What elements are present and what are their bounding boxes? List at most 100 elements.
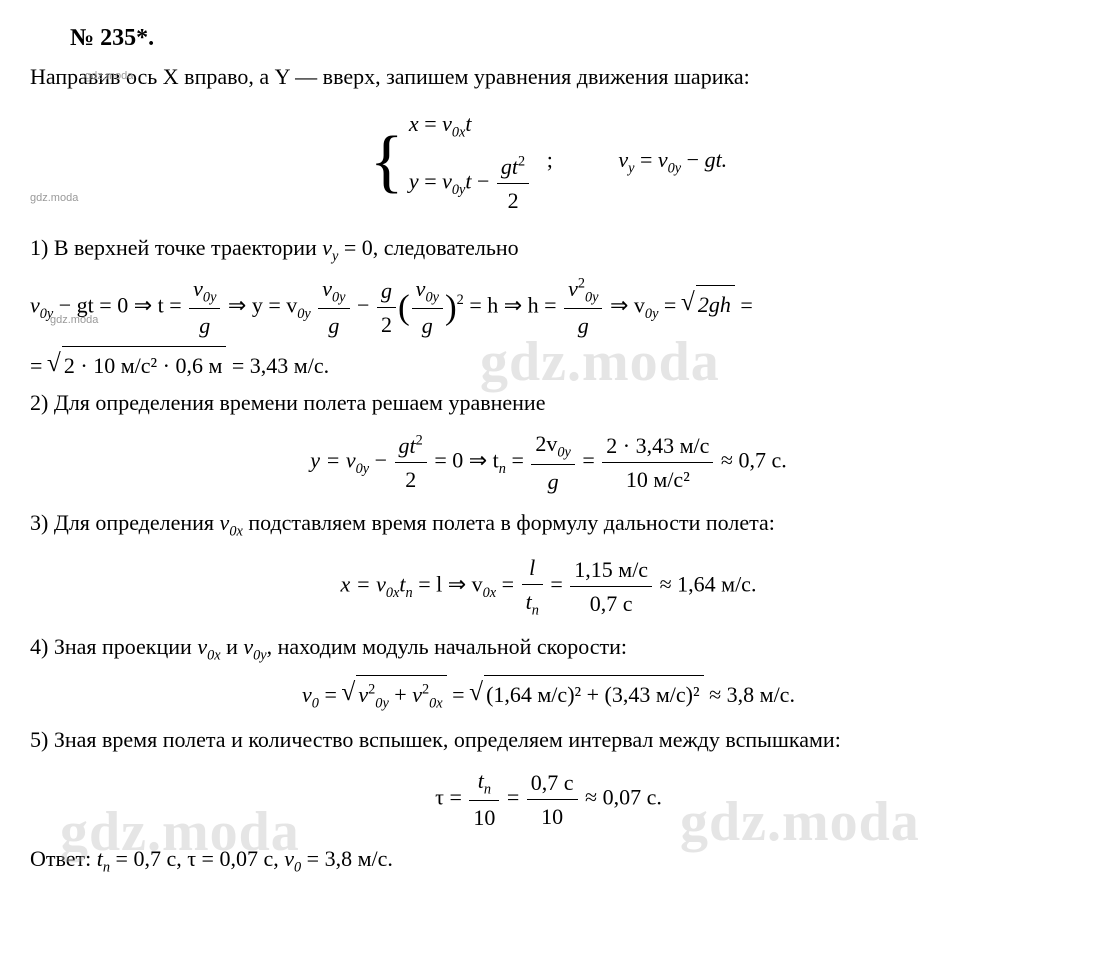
eq-sub: 0y: [40, 306, 54, 322]
eq-var: 0,7 с: [527, 766, 578, 800]
eq-var: x: [409, 111, 419, 136]
text: −: [352, 292, 375, 317]
text: = 0 ⇒ t: [429, 448, 499, 473]
text: =: [545, 572, 568, 597]
eq-sub: 0x: [229, 524, 243, 540]
eq-sub: 0y: [585, 289, 599, 305]
eq-var: 2 · 10 м/с² · 0,6 м: [62, 346, 226, 382]
text: подставляем время полета в формулу дальн…: [243, 510, 775, 535]
eq-var: v: [568, 276, 578, 301]
text: = 3,8 м/с.: [301, 846, 393, 871]
eq-var: v: [412, 682, 422, 707]
chain1-line2: = 2 · 10 м/с² · 0,6 м = 3,43 м/с.: [30, 346, 1067, 382]
eq-var: v: [358, 682, 368, 707]
text: −: [369, 448, 392, 473]
text: , находим модуль начальной скорости:: [267, 634, 627, 659]
eq-var: y = v: [310, 448, 355, 473]
eq-sub: 0y: [645, 306, 659, 322]
eq-var: 2 · 3,43 м/с: [602, 429, 713, 463]
text: ≈ 0,07 с.: [580, 784, 662, 809]
eq-var: v: [243, 634, 253, 659]
eq-var: l: [522, 551, 543, 585]
eq-sup: 2: [518, 154, 525, 170]
eq-var: 10: [469, 801, 499, 834]
eq-var: 2: [395, 463, 427, 496]
eq-var: 10 м/с²: [602, 463, 713, 496]
eq-var: y: [409, 168, 419, 193]
intro-text: Направив ось X вправо, а Y — вверх, запи…: [30, 60, 1067, 93]
eq4: v0 = v20y + v20x = (1,64 м/с)² + (3,43 м…: [30, 675, 1067, 715]
eq-var: τ =: [435, 784, 467, 809]
eq-var: v: [416, 276, 426, 301]
eq-sub: 0y: [253, 647, 267, 663]
eq-var: v: [197, 634, 207, 659]
text: = 0, следовательно: [338, 235, 518, 260]
eq-var: gt.: [705, 147, 728, 172]
text: 3) Для определения: [30, 510, 220, 535]
eq-sub: 0x: [483, 585, 497, 601]
chain1-line1: v0y − gt = 0 ⇒ t = v0yg ⇒ y = v0y v0yg −…: [30, 272, 1067, 343]
eq-sub: 0y: [425, 289, 439, 305]
eq-sub: п: [484, 781, 491, 797]
eq-var: g: [412, 309, 443, 342]
step2-text: 2) Для определения времени полета решаем…: [30, 386, 1067, 419]
text: =: [447, 682, 470, 707]
text: = h ⇒ h =: [464, 292, 562, 317]
eq-var: g: [377, 274, 396, 308]
eq-sup: 2: [578, 275, 585, 291]
eq-var: v: [442, 111, 452, 136]
eq-sub: 0y: [668, 160, 682, 176]
eq-sub: 0: [312, 695, 319, 711]
text: 1) В верхней точке траектории: [30, 235, 322, 260]
eq-var: v: [322, 276, 332, 301]
eq3: x = v0xtп = l ⇒ v0x = ltп = 1,15 м/с0,7 …: [30, 551, 1067, 622]
eq-var: x = v: [341, 572, 386, 597]
text: ≈ 3,8 м/с.: [704, 682, 795, 707]
text: и: [221, 634, 244, 659]
eq-var: v: [220, 510, 230, 535]
eq-var: v: [193, 276, 203, 301]
step4-text: 4) Зная проекции v0x и v0y, находим моду…: [30, 630, 1067, 667]
eq-var: 2v: [535, 431, 557, 456]
eq-sub: 0x: [429, 695, 443, 711]
text: =: [506, 448, 529, 473]
text: ≈ 1,64 м/с.: [654, 572, 756, 597]
problem-number: № 235*.: [70, 20, 1067, 56]
eq-var: g: [189, 309, 220, 342]
text: =: [30, 353, 48, 378]
eq-sub: 0y: [297, 306, 311, 322]
eq-var: 10: [527, 800, 578, 833]
text: ⇒ v: [604, 292, 644, 317]
text: = 3,43 м/с.: [226, 353, 329, 378]
step1-text: 1) В верхней точке траектории vy = 0, сл…: [30, 231, 1067, 268]
eq-var: 0,7 с: [570, 587, 652, 620]
eq-sub: 0x: [452, 124, 466, 140]
eq-var: v: [302, 682, 312, 707]
step3-text: 3) Для определения v0x подставляем время…: [30, 506, 1067, 543]
eq-sub: 0y: [375, 695, 389, 711]
eq-sub: 0x: [386, 585, 400, 601]
system-equations: { x = v0xt y = v0yt − gt22 ; vy = v0y − …: [30, 101, 1067, 223]
eq-sub: 0y: [557, 445, 571, 461]
text: +: [389, 682, 412, 707]
eq5: τ = tп10 = 0,7 с10 ≈ 0,07 с.: [30, 764, 1067, 835]
eq-var: v: [658, 147, 668, 172]
text: =: [658, 292, 681, 317]
eq-var: v: [284, 846, 294, 871]
eq-sub: п: [103, 860, 110, 876]
eq-sub: 0y: [356, 461, 370, 477]
eq-var: v: [442, 168, 452, 193]
eq-var: gt: [501, 154, 518, 179]
eq-var: v: [30, 292, 40, 317]
eq-sub: y: [628, 160, 634, 176]
text: =: [496, 572, 519, 597]
answer-label: Ответ:: [30, 846, 97, 871]
text: ≈ 0,7 с.: [715, 448, 786, 473]
text: = l ⇒ v: [413, 572, 483, 597]
eq-sub: 0y: [452, 182, 466, 198]
eq-sub: 0y: [203, 289, 217, 305]
eq-var: t: [465, 111, 471, 136]
eq-var: t: [465, 168, 471, 193]
eq-sup: 2: [457, 292, 464, 308]
eq2: y = v0y − gt22 = 0 ⇒ tп = 2v0yg = 2 · 3,…: [30, 427, 1067, 498]
